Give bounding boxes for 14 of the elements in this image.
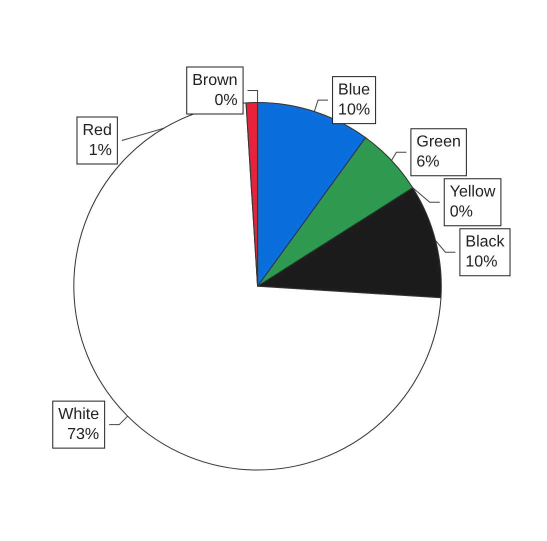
data-label: 10% (465, 254, 498, 271)
slice-label: Black (465, 234, 506, 251)
data-label: 1% (88, 142, 112, 159)
data-label: 6% (416, 154, 440, 171)
slice-label: Green (416, 134, 461, 151)
data-label: 10% (338, 102, 370, 119)
slice-label: White (58, 406, 100, 424)
legend-label: Yellow (450, 184, 496, 201)
slice-label: Red (82, 122, 112, 139)
text: 0% (214, 92, 238, 109)
slice-label: Blue (338, 82, 370, 99)
data-label: 73% (67, 426, 100, 444)
category-label: Brown (192, 72, 238, 89)
text: 0% (450, 204, 473, 221)
